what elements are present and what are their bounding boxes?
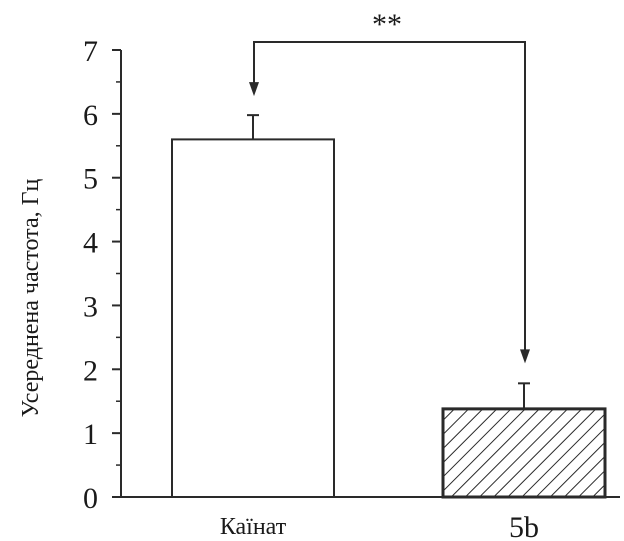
x-category-label: Каїнат: [220, 514, 287, 540]
y-tick-label: 1: [83, 418, 98, 451]
significance-label: **: [372, 8, 402, 41]
y-ticks: 0 1 2 3 4 5 6 7: [83, 35, 121, 515]
bars: [171, 138, 607, 499]
y-tick-label: 0: [83, 482, 98, 515]
y-tick-label: 2: [83, 354, 98, 387]
significance-bracket: [249, 41, 530, 364]
y-tick-label: 6: [83, 99, 98, 132]
category-labels: Каїнат 5b: [220, 511, 539, 541]
y-tick-label: 3: [83, 290, 98, 323]
bar: [441, 407, 607, 499]
error-bars: [247, 114, 530, 409]
arrow-head-right: [520, 349, 530, 364]
bar: [171, 138, 335, 498]
y-tick-label: 7: [83, 35, 98, 68]
y-tick-label: 5: [83, 163, 98, 196]
y-tick-label: 4: [83, 227, 98, 260]
x-category-label: 5b: [509, 511, 539, 541]
arrow-head-left: [249, 82, 259, 97]
y-axis-label: Усереднена частота, Гц: [18, 179, 44, 418]
bracket-line: [253, 41, 526, 352]
